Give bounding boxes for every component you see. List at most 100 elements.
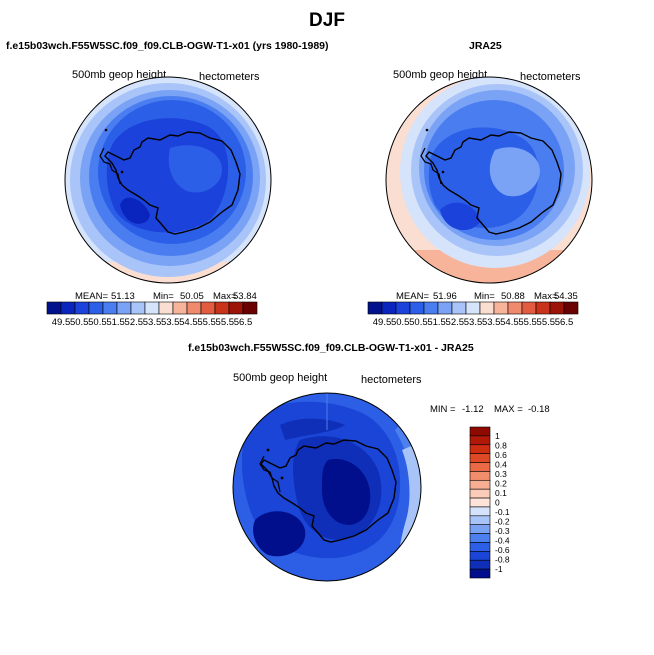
panel3-colorbar-tick-label: 1 [495,431,500,441]
panel2-colorbar-swatch [479,301,495,315]
panel3-colorbar-tick-label: 0.2 [495,478,507,488]
panel2-colorbar-swatch [549,301,565,315]
panel2-mean-value: 51.96 [433,291,457,302]
panel3-colorbar-tick-label: -0.2 [495,517,510,527]
panel3-colorbar-tick-label: -1 [495,564,503,574]
panel2-colorbar-swatch [535,301,551,315]
panel2-contour-min [440,202,480,231]
panel1-min-value: 50.05 [180,291,204,302]
panel3-colorbar-swatch [469,551,491,561]
panel3-colorbar-tick-label: 0.8 [495,440,507,450]
panel2-units-label: hectometers [520,71,581,83]
panel2-colorbar-tick-label: 53.5 [464,317,483,328]
panel1-contour-min [120,197,150,224]
panel3-colorbar: 10.80.60.40.30.20.10-0.1-0.2-0.3-0.4-0.6… [469,426,510,579]
panel3-colorbar-swatch [469,515,491,526]
panel1-colorbar-swatch [102,301,118,315]
panel3-colorbar-tick-label: -0.6 [495,545,510,555]
panel1-max-value: 53.84 [233,291,257,302]
panel1-mean-value: 51.13 [111,291,135,302]
panel3-colorbar-swatch [469,559,491,570]
panel1-island-dot [104,128,108,132]
panel2-colorbar-swatch [395,301,411,315]
panel2-max-label: Max= [534,291,558,302]
panel3-colorbar-tick-label: 0.4 [495,459,507,469]
panel1-colorbar-tick-label: 50.5 [70,317,89,328]
panel2-contour-plateau [489,147,540,197]
panel3-units-label: hectometers [361,374,422,386]
panel1-colorbar-swatch [116,301,132,315]
panel3-colorbar-swatch [469,435,491,446]
panel2-island-dot [425,128,429,132]
panel3-colorbar-swatch [469,479,491,490]
panel2-island-dot [441,170,445,174]
panel2-colorbar-tick-label: 56.5 [555,317,574,328]
panel3-colorbar-tick-label: -0.4 [495,536,510,546]
panel1-colorbar-swatch [130,301,146,315]
panel1-colorbar-tick-label: 54.5 [179,317,198,328]
panel2-colorbar-swatch [381,301,397,315]
panel3-contour-neg-1-east [322,459,371,525]
panel1-colorbar-tick-label: 53.5 [161,317,180,328]
panel3-colorbar-swatch [469,542,491,552]
panel3-title: f.e15b03wch.F55W5SC.f09_f09.CLB-OGW-T1-x… [188,342,474,354]
panel1-colorbar-swatch [200,301,216,315]
panel3-colorbar-tick-label: 0.1 [495,488,507,498]
panel2-max-value: 54.35 [554,291,578,302]
panel3-peninsula-line [259,455,281,493]
panel2-colorbar-swatch [451,301,467,315]
panel2-colorbar-swatch [367,301,383,315]
panel1-colorbar-tick-label: 55.5 [197,317,216,328]
panel2-colorbar-swatch [493,301,509,315]
panel3-colorbar-tick-label: 0.6 [495,450,507,460]
panel2-colorbar-tick-label: 55.5 [518,317,537,328]
panel1-colorbar-swatch [172,301,188,315]
panel3-colorbar-swatch [469,506,491,517]
panel3-map-boundary [232,392,422,582]
panel3-colorbar-swatch [469,533,491,543]
panel3-colorbar-swatch [469,462,491,472]
panel3-colorbar-swatch [469,444,491,454]
panel1-colorbar-tick-label: 55.5 [216,317,235,328]
figure-title: DJF [309,10,345,31]
panel1-colorbar-swatch [214,301,230,315]
panel3-colorbar-tick-label: 0.3 [495,469,507,479]
panel3-colorbar-swatch [469,488,491,499]
panel1-map-boundary [64,76,272,284]
panel2-colorbar-swatch [465,301,481,315]
panel1-variable-label: 500mb geop height [72,69,167,81]
panel1-title: f.e15b03wch.F55W5SC.f09_f09.CLB-OGW-T1-x… [6,40,329,52]
panel2-colorbar-tick-label: 54.5 [500,317,519,328]
panel2-min-value: 50.88 [501,291,525,302]
panel1-colorbar-swatch [242,301,258,315]
panel2-map-boundary [385,76,593,284]
panel3-max-value: -0.18 [528,404,550,415]
panel2-colorbar-tick-label: 51.5 [427,317,446,328]
panel1-colorbar-swatch [158,301,174,315]
panel1-colorbar-swatch [46,301,62,315]
panel2-colorbar-tick-label: 50.5 [409,317,428,328]
panel3-max-label: MAX = [494,404,523,415]
panel3-colorbar-swatch [469,426,491,437]
panel2-colorbar-tick-label: 49.5 [373,317,392,328]
panel3-colorbar-swatch [469,471,491,481]
panel3-colorbar-swatch [469,453,491,463]
panel2-colorbar: 49.5 50.5 50.5 51.5 52.5 53.5 53.5 54.5 55.5 55.5… [367,301,579,328]
panel3-colorbar-tick-label: -0.1 [495,507,510,517]
panel3-min-label: MIN = [430,404,456,415]
panel1-colorbar-tick-label: 53.5 [143,317,162,328]
panel3-contour-north-low [280,418,345,440]
panel2-colorbar-swatch [521,301,537,315]
panel1-mean-label: MEAN= [75,291,108,302]
panel2-colorbar-swatch [437,301,453,315]
panel1-max-label: Max= [213,291,237,302]
panel3-variable-label: 500mb geop height [233,372,328,384]
panel3-colorbar-tick-label: -0.8 [495,555,510,565]
panel2-colorbar-tick-label: 50.5 [391,317,410,328]
panel3-colorbar-swatch [469,524,491,534]
panel1-colorbar-swatch [144,301,160,315]
panel3-contour-neg-1-west [253,511,306,557]
panel2-colorbar-swatch [507,301,523,315]
panel3-colorbar-tick-label: -0.3 [495,526,510,536]
